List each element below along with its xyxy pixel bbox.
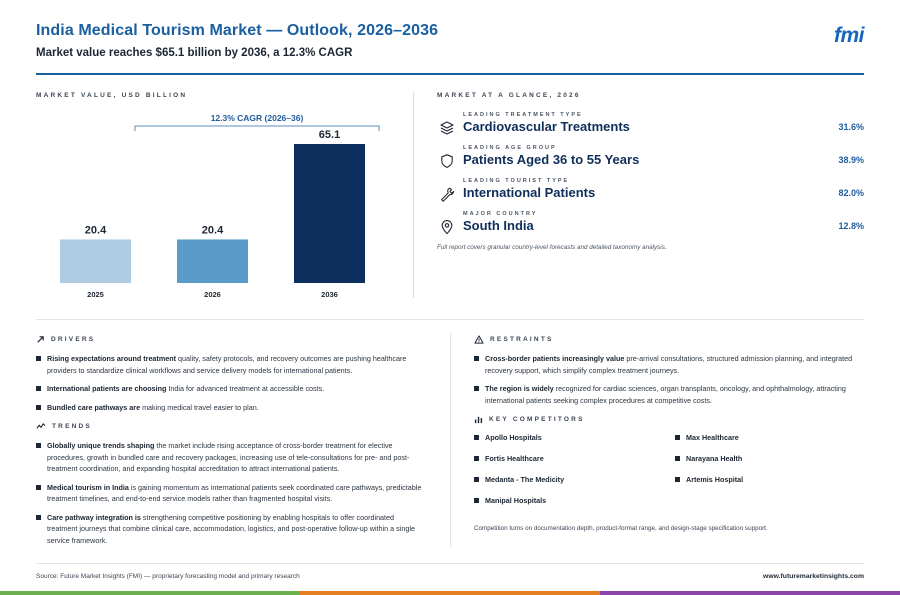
glance-item-tourist-type: LEADING TOURIST TYPE International Patie… xyxy=(437,178,864,208)
restraints-label: RESTRAINTS xyxy=(490,335,554,343)
drivers-heading: DRIVERS xyxy=(36,333,426,345)
data-label-2026: 20.4 xyxy=(202,224,224,236)
shield-icon xyxy=(441,154,453,168)
glance-note: Full report covers granular country-leve… xyxy=(437,244,667,251)
list-item: Cross-border patients increasingly value… xyxy=(474,353,864,376)
restraints-list: Cross-border patients increasingly value… xyxy=(474,353,864,406)
competitor-item: Artemis Hospital xyxy=(675,475,743,484)
glance-item-share: 31.6% xyxy=(838,122,864,132)
competitors-heading: KEY COMPETITORS xyxy=(474,413,864,425)
bar-2026 xyxy=(177,239,248,283)
data-label-2025: 20.4 xyxy=(85,224,107,236)
bar-2025 xyxy=(60,239,131,283)
tick-label-2026: 2026 xyxy=(204,290,221,299)
market-value-chart: 12.3% CAGR (2026–36) 20.4 2025 20.4 2026 65.1… xyxy=(60,113,380,299)
list-item: Globally unique trends shaping the marke… xyxy=(36,440,426,475)
glance-item-label: LEADING TOURIST TYPE xyxy=(463,178,570,184)
drivers-label: DRIVERS xyxy=(51,335,96,343)
fmi-logo[interactable]: fmi xyxy=(834,24,865,47)
market-at-a-glance: MARKET AT A GLANCE, 2026 LEADING TREATME… xyxy=(437,92,864,251)
competitor-item: Manipal Hospitals xyxy=(474,496,546,505)
band-segment-orange xyxy=(300,591,600,595)
trends-heading: TRENDS xyxy=(36,420,426,432)
restraints-heading: RESTRAINTS xyxy=(474,333,864,345)
market-value-label: MARKET VALUE, USD BILLION xyxy=(36,92,188,99)
warning-triangle-icon xyxy=(474,334,484,344)
trend-up-arrow-icon xyxy=(37,335,44,343)
bar-chart-icon xyxy=(474,416,483,423)
list-item: Bundled care pathways are making medical… xyxy=(36,402,426,414)
competitor-item: Max Healthcare xyxy=(675,433,739,442)
data-label-2036: 65.1 xyxy=(319,129,340,141)
source-note: Source: Future Market Insights (FMI) — p… xyxy=(36,573,300,580)
tick-label-2025: 2025 xyxy=(87,290,104,299)
footer-color-band xyxy=(0,591,900,595)
layers-icon xyxy=(440,121,454,135)
competitor-item: Fortis Healthcare xyxy=(474,454,544,463)
list-item: Rising expectations around treatment qua… xyxy=(36,353,426,376)
section-divider xyxy=(36,319,864,320)
competitor-item: Medanta - The Medicity xyxy=(474,475,564,484)
glance-item-label: MAJOR COUNTRY xyxy=(463,211,538,217)
band-segment-purple xyxy=(600,591,900,595)
band-segment-green xyxy=(0,591,300,595)
trend-line-icon xyxy=(36,422,46,429)
tick-label-2036: 2036 xyxy=(321,290,338,299)
market-value-panel: MARKET VALUE, USD BILLION 12.3% CAGR (20… xyxy=(36,92,406,302)
page-title: India Medical Tourism Market — Outlook, … xyxy=(36,22,439,39)
header: India Medical Tourism Market — Outlook, … xyxy=(36,22,865,59)
list-item: Care pathway integration is strengthenin… xyxy=(36,512,426,547)
competitors-label: KEY COMPETITORS xyxy=(489,415,585,423)
glance-item-value: Patients Aged 36 to 55 Years xyxy=(463,152,640,167)
list-item: The region is widely recognized for card… xyxy=(474,383,864,406)
trends-list: Globally unique trends shaping the marke… xyxy=(36,440,426,546)
column-divider xyxy=(450,333,451,547)
location-pin-icon xyxy=(441,220,453,235)
competitor-item: Apollo Hospitals xyxy=(474,433,542,442)
glance-item-value: South India xyxy=(463,218,534,233)
glance-item-age-group: LEADING AGE GROUP Patients Aged 36 to 55… xyxy=(437,145,864,175)
drivers-list: Rising expectations around treatment qua… xyxy=(36,353,426,413)
glance-item-share: 82.0% xyxy=(838,188,864,198)
panel-divider xyxy=(413,92,414,298)
cagr-label: 12.3% CAGR (2026–36) xyxy=(211,113,304,123)
glance-item-country: MAJOR COUNTRY South India 12.8% xyxy=(437,211,864,241)
wrench-icon xyxy=(441,187,455,202)
glance-item-label: LEADING TREATMENT TYPE xyxy=(463,112,583,118)
glance-item-share: 38.9% xyxy=(838,155,864,165)
website-link[interactable]: www.futuremarketinsights.com xyxy=(763,573,864,580)
footer-rule xyxy=(36,563,864,564)
competitors-list: Apollo Hospitals Max Healthcare Fortis H… xyxy=(474,433,864,519)
page-subtitle: Market value reaches $65.1 billion by 20… xyxy=(36,47,353,59)
glance-label: MARKET AT A GLANCE, 2026 xyxy=(437,92,581,99)
list-item: Medical tourism in India is gaining mome… xyxy=(36,482,426,505)
bar-2036 xyxy=(294,144,365,283)
competitor-item: Narayana Health xyxy=(675,454,742,463)
glance-item-share: 12.8% xyxy=(838,221,864,231)
glance-item-value: Cardiovascular Treatments xyxy=(463,119,630,134)
competitors-note: Competition turns on documentation depth… xyxy=(474,525,768,532)
cagr-bracket xyxy=(134,125,380,131)
glance-item-label: LEADING AGE GROUP xyxy=(463,145,557,151)
drivers-trends-column: DRIVERS Rising expectations around treat… xyxy=(36,333,426,553)
list-item: International patients are choosing Indi… xyxy=(36,383,426,395)
restraints-competitors-column: RESTRAINTS Cross-border patients increas… xyxy=(474,333,864,532)
header-rule xyxy=(36,73,864,75)
trends-label: TRENDS xyxy=(52,422,92,430)
glance-item-treatment: LEADING TREATMENT TYPE Cardiovascular Tr… xyxy=(437,112,864,142)
glance-item-value: International Patients xyxy=(463,185,596,200)
